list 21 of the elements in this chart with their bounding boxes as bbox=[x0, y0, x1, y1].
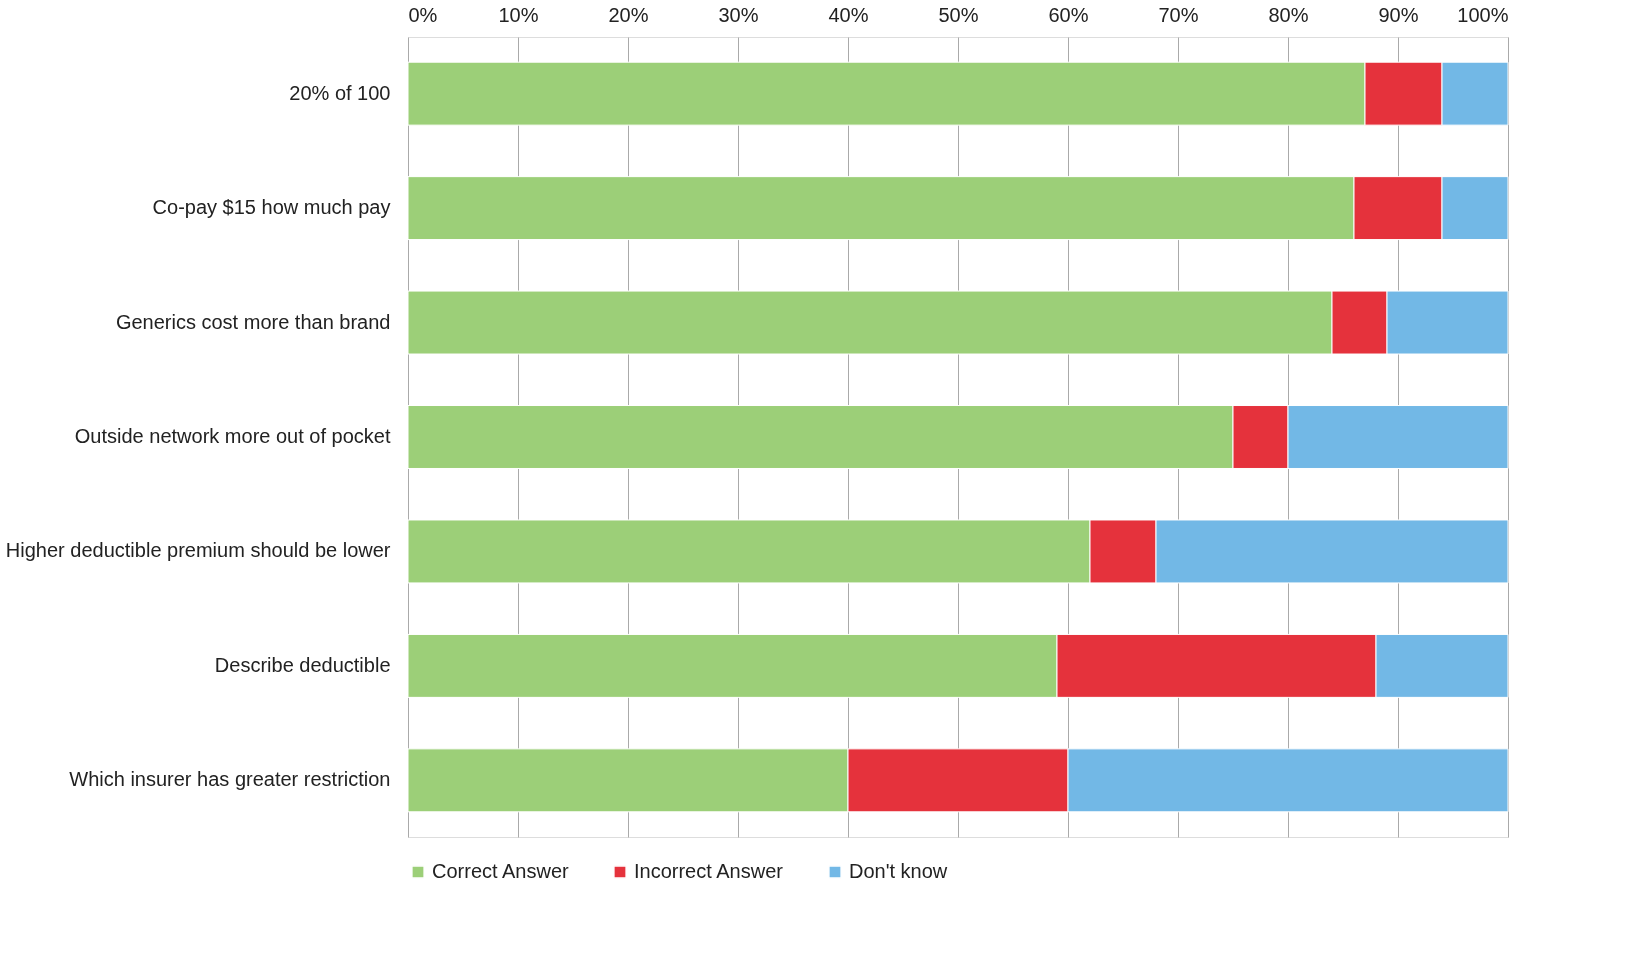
y-tick-label: Which insurer has greater restriction bbox=[69, 768, 391, 791]
legend-label: Correct Answer bbox=[432, 860, 570, 882]
x-tick-label: 80% bbox=[1268, 3, 1309, 26]
x-tick-label: 70% bbox=[1158, 3, 1199, 26]
x-tick-label: 30% bbox=[718, 3, 759, 26]
y-tick-label: Describe deductible bbox=[214, 653, 391, 676]
x-tick-label: 20% bbox=[608, 3, 649, 26]
x-tick-label: 10% bbox=[498, 3, 539, 26]
x-tick-label: 40% bbox=[828, 3, 869, 26]
legend-label: Don't know bbox=[849, 860, 948, 882]
x-tick-label: 100% bbox=[1457, 3, 1509, 26]
y-tick-label: Co-pay $15 how much pay bbox=[152, 196, 391, 219]
x-tick-label: 0% bbox=[408, 3, 438, 26]
legend-label: Incorrect Answer bbox=[634, 860, 784, 882]
y-tick-label: Higher deductible premium should be lower bbox=[5, 539, 391, 562]
x-tick-label: 90% bbox=[1378, 3, 1419, 26]
y-tick-label: 20% of 100 bbox=[289, 81, 391, 104]
y-tick-label: Outside network more out of pocket bbox=[74, 425, 391, 447]
x-tick-label: 50% bbox=[938, 3, 979, 26]
y-tick-label: Generics cost more than brand bbox=[115, 310, 391, 333]
x-tick-label: 60% bbox=[1048, 3, 1089, 26]
